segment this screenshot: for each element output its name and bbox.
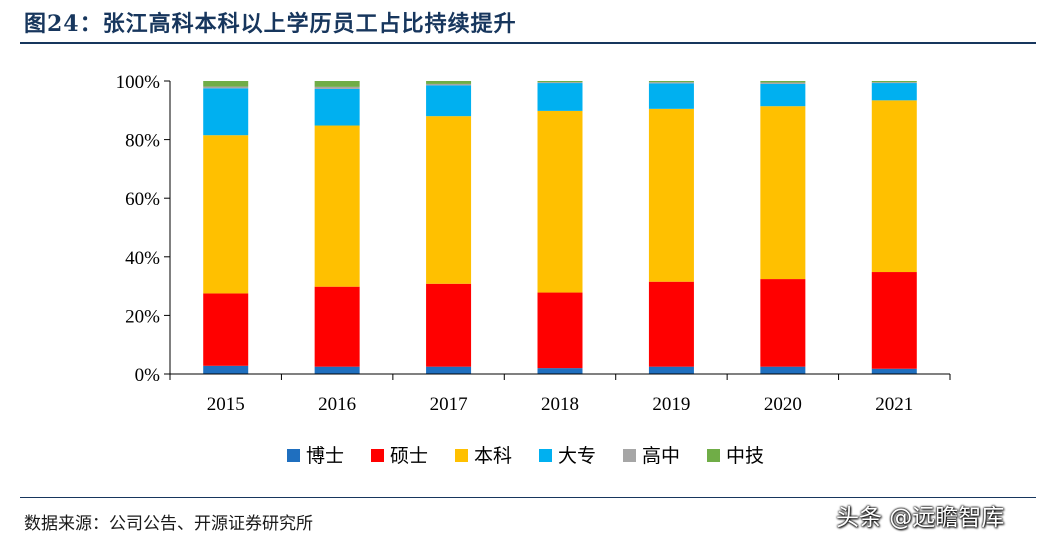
bar-segment-2019-1 bbox=[648, 281, 694, 367]
x-tick-label: 2017 bbox=[430, 394, 468, 415]
y-tick-label: 20% bbox=[125, 306, 160, 327]
bar-segment-2019-3 bbox=[648, 83, 694, 109]
y-tick-label: 80% bbox=[125, 131, 160, 152]
bar-segment-2016-4 bbox=[314, 86, 360, 89]
bar-segment-2021-3 bbox=[871, 83, 917, 101]
bar-segment-2019-4 bbox=[648, 82, 694, 84]
legend-label: 大专 bbox=[558, 445, 596, 467]
x-tick-label: 2019 bbox=[652, 394, 690, 415]
bar-segment-2019-2 bbox=[648, 108, 694, 282]
bar-segment-2017-4 bbox=[426, 83, 472, 86]
x-tick-label: 2016 bbox=[318, 394, 356, 415]
bar-segment-2018-4 bbox=[537, 82, 583, 84]
bar-segment-2018-5 bbox=[537, 81, 583, 83]
y-tick-label: 60% bbox=[125, 189, 160, 210]
bar-segment-2017-1 bbox=[426, 283, 472, 367]
bar-segment-2015-0 bbox=[203, 365, 249, 374]
x-tick-label: 2020 bbox=[764, 394, 802, 415]
legend-label: 博士 bbox=[306, 445, 344, 467]
y-tick-label: 0% bbox=[135, 365, 161, 386]
bar-segment-2018-3 bbox=[537, 83, 583, 111]
bar-segment-2015-3 bbox=[203, 88, 249, 136]
x-tick-label: 2021 bbox=[875, 394, 913, 415]
legend-swatch bbox=[539, 449, 552, 462]
bar-segment-2020-5 bbox=[760, 81, 806, 83]
source-note: 数据来源：公司公告、开源证券研究所 bbox=[24, 514, 313, 534]
watermark: 头条 @远瞻智库 bbox=[836, 505, 1005, 531]
bar-segment-2018-2 bbox=[537, 110, 583, 293]
bar-segment-2018-0 bbox=[537, 368, 583, 374]
bar-segment-2017-3 bbox=[426, 85, 472, 117]
bar-segment-2019-5 bbox=[648, 81, 694, 83]
stacked-bar-chart: 0% 20% 40% 60% 80% 100% 2015 2016 2017 2018 2019 20… bbox=[116, 72, 951, 467]
title-divider bbox=[20, 42, 1036, 44]
footer-divider bbox=[20, 497, 1036, 498]
bar-segment-2016-1 bbox=[314, 286, 360, 367]
bar-segment-2016-2 bbox=[314, 125, 360, 287]
legend-label: 本科 bbox=[474, 445, 512, 467]
bar-segment-2021-4 bbox=[871, 82, 917, 84]
bar-segment-2017-2 bbox=[426, 116, 472, 284]
bar-segment-2020-1 bbox=[760, 279, 806, 367]
bar-segment-2015-1 bbox=[203, 293, 249, 366]
bar-segment-2015-5 bbox=[203, 81, 249, 87]
bar-segment-2019-0 bbox=[648, 366, 694, 374]
bar-segment-2016-3 bbox=[314, 88, 360, 126]
legend-swatch bbox=[455, 449, 468, 462]
bar-segment-2015-4 bbox=[203, 86, 249, 89]
legend: 博士 硕士 本科 大专 高中 中技 bbox=[287, 445, 764, 467]
legend-label: 硕士 bbox=[390, 445, 428, 467]
bar-segment-2021-5 bbox=[871, 81, 917, 83]
bar-segment-2016-0 bbox=[314, 366, 360, 374]
legend-swatch bbox=[287, 449, 300, 462]
bar-segment-2021-1 bbox=[871, 272, 917, 369]
y-tick-label: 40% bbox=[125, 248, 160, 269]
bar-segment-2021-2 bbox=[871, 100, 917, 273]
chart-title: 图24：张江高科本科以上学历员工占比持续提升 bbox=[24, 11, 517, 37]
bar-segment-2020-2 bbox=[760, 106, 806, 280]
bar-segment-2020-3 bbox=[760, 83, 806, 107]
legend-swatch bbox=[371, 449, 384, 462]
bar-segment-2016-5 bbox=[314, 81, 360, 87]
legend-swatch bbox=[623, 449, 636, 462]
legend-label: 高中 bbox=[642, 445, 680, 467]
bar-segment-2021-0 bbox=[871, 368, 917, 374]
x-tick-label: 2015 bbox=[207, 394, 245, 415]
legend-label: 中技 bbox=[726, 445, 764, 467]
bar-segment-2020-0 bbox=[760, 366, 806, 374]
bar-segment-2018-1 bbox=[537, 292, 583, 369]
bar-segment-2020-4 bbox=[760, 82, 806, 84]
bar-segment-2017-5 bbox=[426, 81, 472, 84]
x-tick-label: 2018 bbox=[541, 394, 579, 415]
bar-segment-2017-0 bbox=[426, 366, 472, 374]
legend-swatch bbox=[707, 449, 720, 462]
plot-area: 0% 20% 40% 60% 80% 100% 2015 2016 2017 2018 2019 20… bbox=[116, 72, 951, 415]
bar-segment-2015-2 bbox=[203, 135, 249, 294]
y-tick-label: 100% bbox=[116, 72, 161, 93]
